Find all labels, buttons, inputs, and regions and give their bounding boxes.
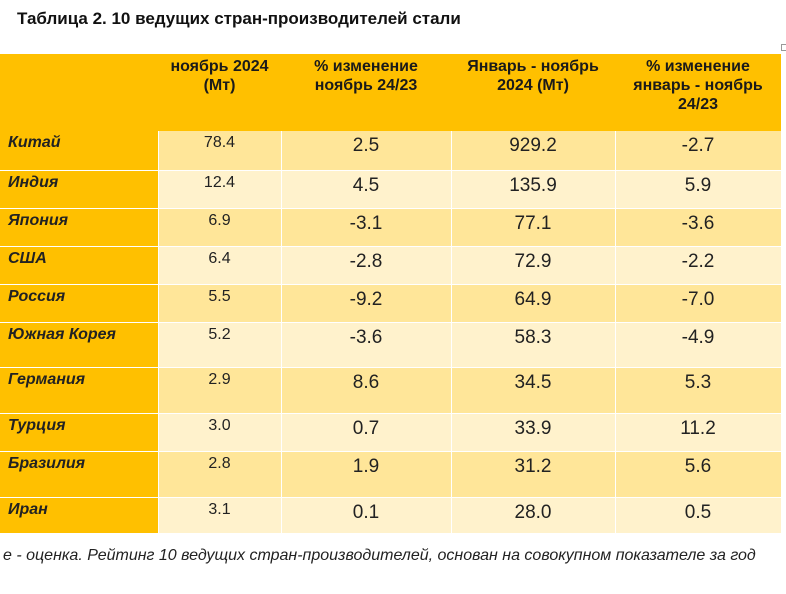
- table-resize-handle[interactable]: [781, 44, 786, 51]
- table-title: Таблица 2. 10 ведущих стран-производител…: [17, 9, 461, 28]
- jan-nov-2024-cell: 58.3: [451, 322, 616, 368]
- jan-nov-2024-cell: 34.5: [451, 367, 616, 414]
- nov-2024-cell: 5.5: [158, 284, 282, 323]
- header-nov-2024: ноябрь 2024 (Мт): [158, 54, 281, 131]
- table-row: Китай 78.4 2.5 929.2 -2.7: [0, 131, 782, 171]
- nov-change-cell: 0.1: [281, 497, 452, 534]
- jan-nov-2024-cell: 72.9: [451, 246, 616, 285]
- nov-change-cell: 0.7: [281, 413, 452, 452]
- country-cell: Турция: [0, 413, 159, 452]
- jan-nov-change-cell: -2.7: [615, 131, 782, 171]
- table-row: Южная Корея 5.2 -3.6 58.3 -4.9: [0, 322, 782, 368]
- table-row: США 6.4 -2.8 72.9 -2.2: [0, 246, 782, 285]
- table-row: Россия 5.5 -9.2 64.9 -7.0: [0, 284, 782, 323]
- nov-2024-cell: 3.1: [158, 497, 282, 534]
- country-cell: Германия: [0, 367, 159, 414]
- nov-2024-cell: 3.0: [158, 413, 282, 452]
- nov-2024-cell: 2.9: [158, 367, 282, 414]
- table-row: Бразилия 2.8 1.9 31.2 5.6: [0, 451, 782, 498]
- nov-2024-cell: 2.8: [158, 451, 282, 498]
- nov-change-cell: -2.8: [281, 246, 452, 285]
- country-cell: Южная Корея: [0, 322, 159, 368]
- country-cell: Япония: [0, 208, 159, 247]
- nov-2024-cell: 78.4: [158, 131, 282, 171]
- country-cell: Индия: [0, 170, 159, 209]
- jan-nov-change-cell: -2.2: [615, 246, 782, 285]
- steel-producers-table: ноябрь 2024 (Мт) % изменение ноябрь 24/2…: [0, 54, 782, 534]
- nov-2024-cell: 6.9: [158, 208, 282, 247]
- jan-nov-change-cell: -3.6: [615, 208, 782, 247]
- jan-nov-change-cell: 0.5: [615, 497, 782, 534]
- jan-nov-change-cell: 5.3: [615, 367, 782, 414]
- jan-nov-2024-cell: 929.2: [451, 131, 616, 171]
- table-row: Иран 3.1 0.1 28.0 0.5: [0, 497, 782, 534]
- jan-nov-2024-cell: 31.2: [451, 451, 616, 498]
- table-row: Турция 3.0 0.7 33.9 11.2: [0, 413, 782, 452]
- table-row: Япония 6.9 -3.1 77.1 -3.6: [0, 208, 782, 247]
- jan-nov-change-cell: 5.6: [615, 451, 782, 498]
- jan-nov-2024-cell: 135.9: [451, 170, 616, 209]
- table-row: Германия 2.9 8.6 34.5 5.3: [0, 367, 782, 414]
- title-band: Таблица 2. 10 ведущих стран-производител…: [0, 0, 786, 54]
- nov-2024-cell: 6.4: [158, 246, 282, 285]
- jan-nov-change-cell: -7.0: [615, 284, 782, 323]
- nov-2024-cell: 12.4: [158, 170, 282, 209]
- nov-change-cell: 2.5: [281, 131, 452, 171]
- nov-change-cell: 8.6: [281, 367, 452, 414]
- header-jan-nov-change: % изменение январь - ноябрь 24/23: [615, 54, 781, 131]
- jan-nov-2024-cell: 28.0: [451, 497, 616, 534]
- jan-nov-change-cell: 5.9: [615, 170, 782, 209]
- table-row: Индия 12.4 4.5 135.9 5.9: [0, 170, 782, 209]
- nov-change-cell: -3.6: [281, 322, 452, 368]
- nov-change-cell: 4.5: [281, 170, 452, 209]
- country-cell: Бразилия: [0, 451, 159, 498]
- nov-change-cell: 1.9: [281, 451, 452, 498]
- jan-nov-change-cell: 11.2: [615, 413, 782, 452]
- header-country: [0, 54, 158, 131]
- jan-nov-2024-cell: 77.1: [451, 208, 616, 247]
- header-row: ноябрь 2024 (Мт) % изменение ноябрь 24/2…: [0, 54, 781, 131]
- country-cell: Китай: [0, 131, 159, 171]
- country-cell: Иран: [0, 497, 159, 534]
- country-cell: Россия: [0, 284, 159, 323]
- footnote: e - оценка. Рейтинг 10 ведущих стран-про…: [3, 547, 756, 564]
- nov-change-cell: -9.2: [281, 284, 452, 323]
- header-nov-change: % изменение ноябрь 24/23: [281, 54, 451, 131]
- nov-change-cell: -3.1: [281, 208, 452, 247]
- header-jan-nov-2024: Январь - ноябрь 2024 (Мт): [451, 54, 615, 131]
- nov-2024-cell: 5.2: [158, 322, 282, 368]
- jan-nov-change-cell: -4.9: [615, 322, 782, 368]
- jan-nov-2024-cell: 64.9: [451, 284, 616, 323]
- jan-nov-2024-cell: 33.9: [451, 413, 616, 452]
- country-cell: США: [0, 246, 159, 285]
